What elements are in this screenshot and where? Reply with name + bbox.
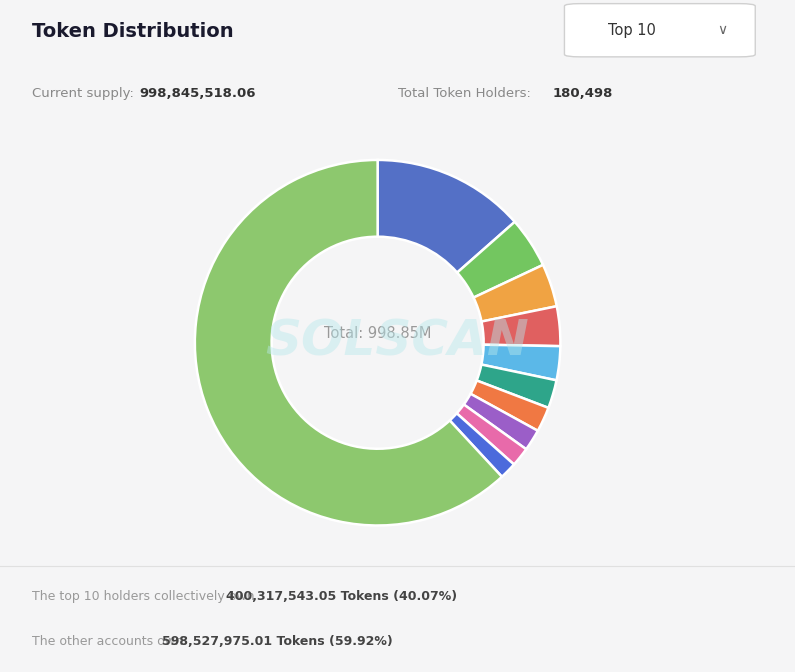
Text: 998,845,518.06: 998,845,518.06 — [139, 87, 256, 100]
Wedge shape — [471, 380, 549, 431]
Wedge shape — [195, 160, 502, 526]
Wedge shape — [457, 222, 543, 298]
Text: The top 10 holders collectively own: The top 10 holders collectively own — [32, 590, 258, 603]
Text: Top 10: Top 10 — [608, 23, 656, 38]
Text: Token Distribution: Token Distribution — [32, 22, 234, 41]
Text: ∨: ∨ — [717, 24, 727, 37]
Wedge shape — [456, 405, 526, 464]
Text: Current supply:: Current supply: — [32, 87, 138, 100]
Text: The other accounts own:: The other accounts own: — [32, 636, 191, 648]
Text: Total Token Holders:: Total Token Holders: — [398, 87, 534, 100]
Text: 400,317,543.05 Tokens (40.07%): 400,317,543.05 Tokens (40.07%) — [227, 590, 458, 603]
Wedge shape — [463, 394, 537, 449]
Text: Total: 998.85M: Total: 998.85M — [324, 326, 432, 341]
Text: 180,498: 180,498 — [553, 87, 613, 100]
FancyBboxPatch shape — [564, 3, 755, 57]
Wedge shape — [378, 160, 514, 273]
Wedge shape — [450, 413, 514, 476]
Wedge shape — [474, 265, 556, 321]
Wedge shape — [482, 306, 560, 346]
Text: SOLSCAN: SOLSCAN — [266, 317, 529, 366]
Text: 598,527,975.01 Tokens (59.92%): 598,527,975.01 Tokens (59.92%) — [161, 636, 392, 648]
Wedge shape — [477, 364, 556, 408]
Wedge shape — [481, 345, 560, 380]
